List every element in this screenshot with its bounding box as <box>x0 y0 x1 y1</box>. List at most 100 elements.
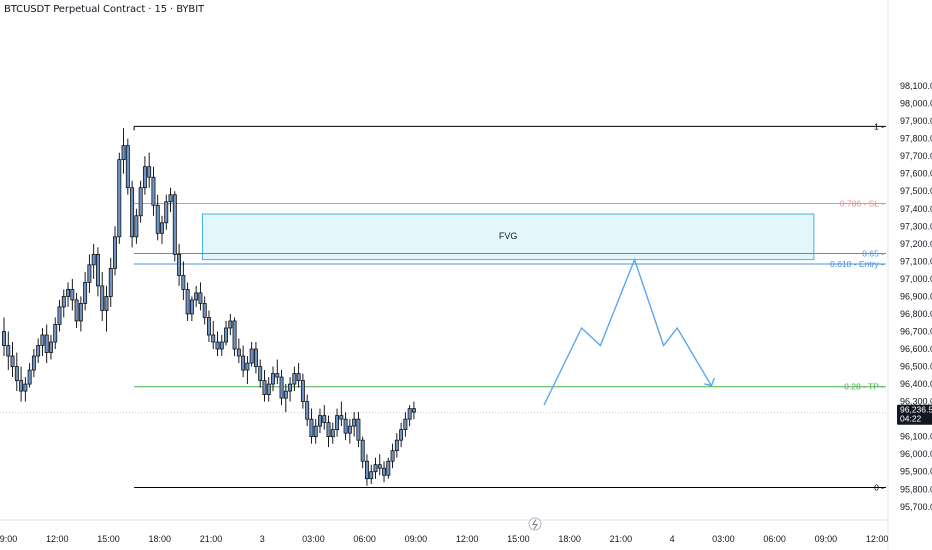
fib-level-label: 1 - <box>874 121 884 131</box>
candle <box>322 405 327 430</box>
candle <box>160 215 164 244</box>
candle-body <box>343 418 348 434</box>
candle-body <box>61 296 66 308</box>
candle <box>113 226 117 276</box>
x-tick-label: 06:00 <box>353 534 376 544</box>
candle-body <box>121 145 126 161</box>
candle-body <box>23 383 28 392</box>
candle-body <box>130 187 135 238</box>
candle-body <box>377 464 382 469</box>
candle <box>326 415 331 448</box>
candle-body <box>275 373 280 378</box>
candle <box>258 359 263 388</box>
candle <box>236 338 241 364</box>
candle <box>78 296 83 332</box>
fib-level-label: 0.28 - TP - <box>844 382 884 392</box>
candle <box>283 384 288 413</box>
y-tick-label: 97,200.0 <box>900 239 932 249</box>
candle-body <box>330 429 335 438</box>
candle <box>57 299 62 332</box>
candle <box>249 342 254 367</box>
candle-body <box>382 467 386 476</box>
candle-body <box>100 285 105 311</box>
candle-body <box>296 373 301 381</box>
candle-body <box>360 439 365 462</box>
candle-body <box>224 327 228 343</box>
candle-body <box>104 296 109 311</box>
fvg-label: FVG <box>499 231 518 241</box>
candle <box>330 422 335 444</box>
candle <box>275 359 280 385</box>
candle <box>185 282 190 321</box>
candle <box>399 422 404 448</box>
x-tick-label: 09:00 <box>815 534 838 544</box>
candle <box>108 257 113 307</box>
candle <box>121 128 126 174</box>
candle <box>313 419 318 444</box>
candle-body <box>155 204 160 234</box>
candle <box>134 208 139 244</box>
y-tick-label: 98,100.0 <box>900 81 932 91</box>
y-tick-label: 96,700.0 <box>900 326 932 336</box>
candle <box>241 345 246 378</box>
candle-body <box>168 194 173 203</box>
lightning-icon-glyph <box>532 519 538 530</box>
candle-body <box>172 194 177 255</box>
x-tick-label: 21:00 <box>610 534 633 544</box>
candle <box>104 285 109 332</box>
candle <box>10 342 15 378</box>
candle <box>194 285 199 307</box>
candle-body <box>215 341 220 350</box>
y-tick-label: 98,000.0 <box>900 99 932 109</box>
x-tick-label: 4 <box>670 534 675 544</box>
candle-body <box>352 418 357 427</box>
candle-body <box>160 222 164 234</box>
candle <box>309 408 314 444</box>
candle-body <box>347 425 352 434</box>
candle <box>172 191 177 262</box>
candle-body <box>70 289 75 301</box>
candle <box>164 194 169 230</box>
candle <box>40 327 45 357</box>
candle <box>31 349 36 378</box>
candle-body <box>14 366 19 381</box>
candle <box>347 419 352 444</box>
candle-body <box>322 415 327 423</box>
candle <box>151 166 156 216</box>
x-tick-label: 09:00 <box>405 534 428 544</box>
candle-body <box>300 380 305 402</box>
candle <box>271 366 275 392</box>
candle <box>386 457 391 479</box>
candle-body <box>194 292 199 301</box>
candle-body <box>2 331 6 346</box>
candle <box>53 317 58 350</box>
candle-body <box>288 383 293 392</box>
candle-body <box>335 415 340 431</box>
candle <box>74 292 79 328</box>
x-tick-label: 12:00 <box>46 534 69 544</box>
candle <box>168 187 173 213</box>
candle <box>343 412 348 441</box>
candle-body <box>249 348 254 364</box>
x-tick-label: 3 <box>260 534 265 544</box>
candle-body <box>253 348 258 367</box>
candle <box>224 320 228 346</box>
candle <box>339 401 344 427</box>
y-tick-label: 96,900.0 <box>900 291 932 301</box>
candle-body <box>40 334 45 346</box>
candle <box>147 152 152 188</box>
last-price-countdown: 04:22 <box>900 414 922 424</box>
lightning-icon[interactable] <box>528 517 542 531</box>
x-tick-label: 12:00 <box>866 534 889 544</box>
y-tick-label: 97,600.0 <box>900 169 932 179</box>
candle <box>95 247 100 297</box>
x-tick-label: 03:00 <box>302 534 325 544</box>
candle <box>189 296 194 321</box>
y-tick-label: 96,600.0 <box>900 344 932 354</box>
candle <box>232 317 237 357</box>
x-tick-label: 15:00 <box>97 534 120 544</box>
candle <box>411 401 416 420</box>
candle <box>61 289 66 318</box>
last-price-tag <box>897 404 932 425</box>
